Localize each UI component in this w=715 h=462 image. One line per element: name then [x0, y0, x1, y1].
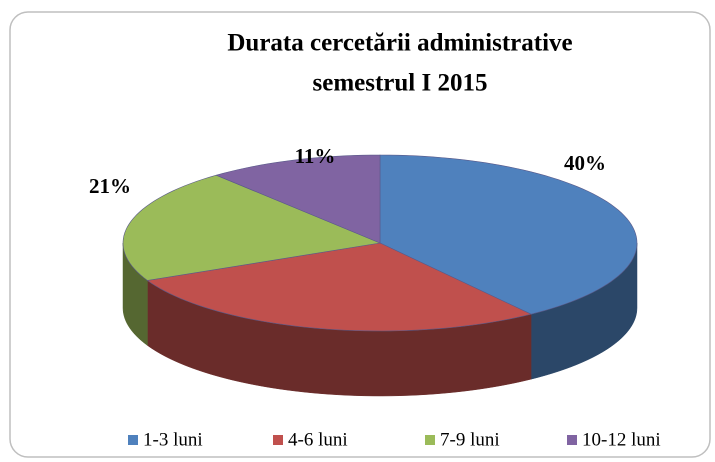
data-label: 11% [295, 144, 336, 168]
data-label: 40% [564, 151, 606, 175]
legend-label: 4-6 luni [288, 429, 348, 450]
pie-slice [122, 174, 382, 281]
legend-label: 1-3 luni [143, 429, 203, 450]
legend-label: 7-9 luni [440, 429, 500, 450]
pie-slice [146, 242, 532, 332]
legend-swatch [128, 435, 138, 445]
pie-slice [215, 154, 381, 244]
chart-subtitle: semestrul I 2015 [313, 70, 488, 97]
chart-title: Durata cercetării administrative [227, 30, 572, 57]
legend-label: 10-12 luni [582, 429, 661, 450]
data-label: 21% [89, 174, 131, 198]
legend-swatch [425, 435, 435, 445]
legend-swatch [273, 435, 283, 445]
legend-swatch [567, 435, 577, 445]
pie-slice [379, 154, 638, 315]
